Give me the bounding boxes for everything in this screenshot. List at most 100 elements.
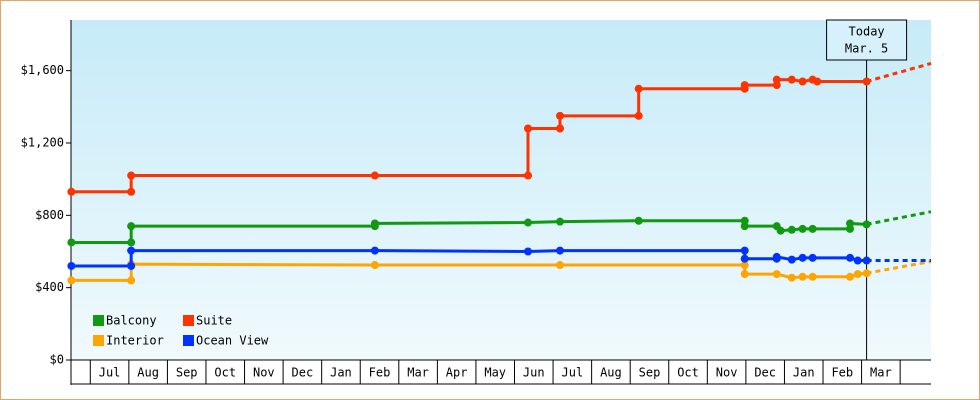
point: [740, 261, 749, 270]
y-tick-label: $1,600: [21, 63, 64, 77]
point: [370, 246, 379, 255]
point: [370, 261, 379, 270]
point: [556, 111, 565, 120]
y-tick-label: $400: [35, 280, 64, 294]
legend-swatch: [183, 315, 194, 326]
point: [740, 222, 749, 231]
legend-swatch: [93, 315, 104, 326]
point: [370, 171, 379, 180]
point: [67, 261, 76, 270]
x-tick-label: Aug: [600, 366, 622, 380]
point: [523, 124, 532, 133]
point: [846, 272, 855, 281]
today-box: [826, 19, 908, 61]
x-tick-label: Jun: [523, 366, 545, 380]
point: [740, 246, 749, 255]
x-tick-label: Apr: [446, 366, 468, 380]
x-tick-label: Jan: [330, 366, 352, 380]
x-tick-label: Oct: [677, 366, 699, 380]
x-tick-label: Jul: [99, 366, 121, 380]
x-tick-label: Jan: [793, 366, 815, 380]
point: [787, 255, 796, 264]
point: [798, 253, 807, 262]
point: [523, 171, 532, 180]
x-tick-label: Mar: [407, 366, 429, 380]
point: [67, 276, 76, 285]
point: [556, 246, 565, 255]
legend-label: Interior: [106, 334, 164, 348]
point: [127, 261, 136, 270]
x-tick-label: Feb: [369, 366, 391, 380]
point: [772, 75, 781, 84]
x-tick-label: Sep: [639, 366, 661, 380]
point: [556, 124, 565, 133]
legend-swatch: [93, 335, 104, 346]
point: [772, 252, 781, 261]
legend-label: Ocean View: [196, 334, 269, 348]
point: [67, 187, 76, 196]
point: [127, 171, 136, 180]
point: [772, 270, 781, 279]
legend-swatch: [183, 335, 194, 346]
point: [808, 224, 817, 233]
y-tick-label: $1,200: [21, 135, 64, 149]
series-line: [71, 262, 867, 282]
point: [846, 219, 855, 228]
point: [634, 111, 643, 120]
point: [67, 238, 76, 247]
x-tick-label: Nov: [253, 366, 275, 380]
point: [813, 77, 822, 86]
legend-label: Balcony: [106, 314, 157, 328]
point: [740, 81, 749, 90]
point: [740, 270, 749, 279]
point: [798, 77, 807, 86]
point: [787, 273, 796, 282]
legend-label: Suite: [196, 314, 232, 328]
series-line: [71, 249, 867, 268]
x-tick-label: Aug: [137, 366, 159, 380]
point: [862, 256, 871, 265]
point: [127, 238, 136, 247]
point: [808, 253, 817, 262]
x-tick-label: May: [484, 366, 506, 380]
point: [776, 226, 785, 235]
point: [853, 256, 862, 265]
x-tick-label: Oct: [214, 366, 236, 380]
x-tick-label: Jul: [562, 366, 584, 380]
x-tick-label: Feb: [831, 366, 853, 380]
today-label: Mar. 5: [845, 42, 888, 56]
point: [370, 219, 379, 228]
point: [787, 75, 796, 84]
point: [798, 224, 807, 233]
point: [787, 225, 796, 234]
x-tick-label: Dec: [754, 366, 776, 380]
point: [556, 217, 565, 226]
point: [523, 218, 532, 227]
point: [127, 246, 136, 255]
forecast-line: [866, 259, 932, 275]
today-label: Today: [849, 25, 885, 39]
point: [634, 216, 643, 225]
point: [862, 220, 871, 229]
x-tick-label: Dec: [292, 366, 314, 380]
x-tick-label: Nov: [716, 366, 738, 380]
plot-area: [71, 20, 931, 360]
forecast-line: [866, 210, 932, 226]
point: [523, 247, 532, 256]
forecast-line: [866, 61, 932, 83]
point: [808, 272, 817, 281]
y-tick-label: $0: [50, 353, 64, 367]
point: [798, 272, 807, 281]
point: [127, 187, 136, 196]
point: [127, 276, 136, 285]
point: [862, 77, 871, 86]
point: [740, 254, 749, 263]
x-tick-label: Mar: [870, 366, 892, 380]
point: [556, 261, 565, 270]
point: [853, 270, 862, 279]
point: [862, 269, 871, 278]
point: [846, 253, 855, 262]
point: [127, 222, 136, 231]
y-tick-label: $800: [35, 208, 64, 222]
